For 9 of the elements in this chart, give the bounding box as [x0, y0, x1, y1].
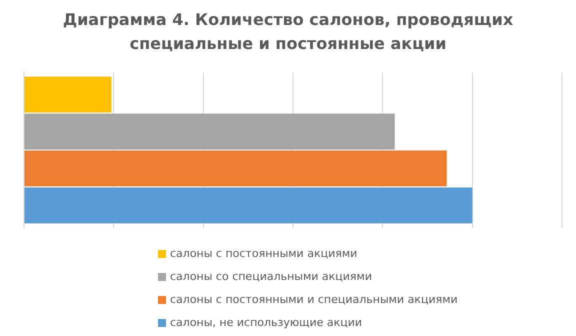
bar	[24, 114, 395, 150]
legend-label: салоны со специальными акциями	[170, 270, 372, 283]
legend-label: салоны, не использующие акции	[170, 316, 362, 329]
bar	[24, 150, 447, 186]
chart-title: Диаграмма 4. Количество салонов, проводящих специальные и постоянные акции	[62, 9, 514, 55]
bar	[24, 188, 472, 224]
legend-label: салоны с постоянными акциями	[170, 247, 358, 260]
legend-label: салоны с постоянными и специальными акциями	[170, 293, 458, 306]
bar	[24, 76, 112, 112]
